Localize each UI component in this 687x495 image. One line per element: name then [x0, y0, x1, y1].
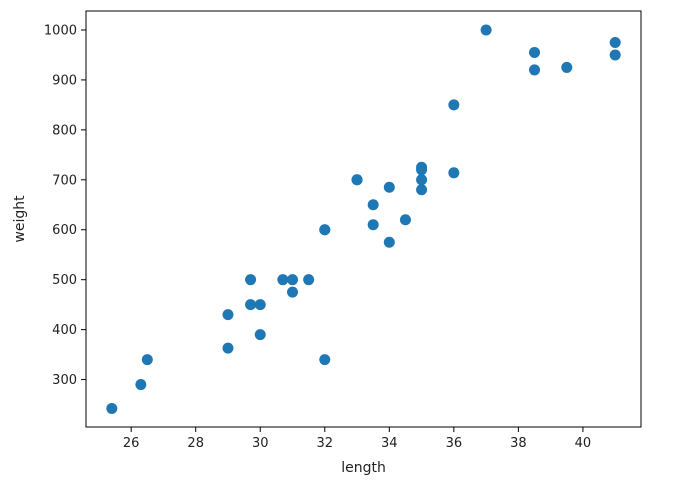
data-point [303, 274, 315, 286]
data-point [245, 274, 257, 286]
x-axis-ticks: 26 28 30 32 34 36 38 40 [123, 427, 591, 451]
data-point [319, 354, 331, 366]
data-point [383, 236, 395, 248]
data-point [609, 36, 621, 48]
data-point [529, 46, 541, 58]
data-point [529, 64, 541, 76]
y-axis-label: weight [12, 195, 28, 243]
data-point [135, 379, 147, 391]
data-point [416, 174, 428, 186]
y-tick-label: 400 [52, 323, 77, 338]
data-point [245, 299, 257, 311]
data-point [222, 342, 234, 354]
x-tick-label: 26 [123, 436, 140, 451]
y-tick-label: 700 [52, 173, 77, 188]
x-tick-label: 32 [317, 436, 334, 451]
x-tick-label: 38 [510, 436, 527, 451]
y-tick-label: 600 [52, 223, 77, 238]
y-tick-label: 1000 [44, 23, 77, 38]
y-tick-label: 800 [52, 123, 77, 138]
data-point [561, 61, 573, 73]
data-point [448, 99, 460, 111]
data-point [141, 354, 153, 366]
data-point [106, 403, 118, 415]
data-point [254, 299, 266, 311]
data-point [383, 181, 395, 193]
y-tick-label: 300 [52, 373, 77, 388]
data-point [609, 49, 621, 61]
data-point [416, 184, 428, 196]
x-tick-label: 30 [252, 436, 269, 451]
x-tick-label: 36 [446, 436, 463, 451]
data-point [448, 167, 460, 179]
data-point [254, 329, 266, 341]
data-point [287, 286, 299, 298]
data-point [480, 24, 492, 36]
data-point [319, 224, 331, 236]
data-point [277, 274, 289, 286]
y-tick-label: 500 [52, 273, 77, 288]
plot-frame [85, 10, 642, 428]
data-point [222, 309, 234, 321]
data-point [367, 199, 379, 211]
y-axis-ticks: 300 400 500 600 700 800 900 1000 [44, 23, 86, 388]
data-point [416, 164, 428, 176]
x-axis-label: length [341, 460, 386, 476]
x-tick-label: 34 [381, 436, 398, 451]
points-layer [106, 24, 621, 415]
data-point [367, 219, 379, 231]
data-point [351, 174, 363, 186]
x-tick-label: 40 [575, 436, 592, 451]
data-point [287, 274, 299, 286]
data-point [399, 214, 411, 226]
x-tick-label: 28 [187, 436, 204, 451]
y-tick-label: 900 [52, 73, 77, 88]
